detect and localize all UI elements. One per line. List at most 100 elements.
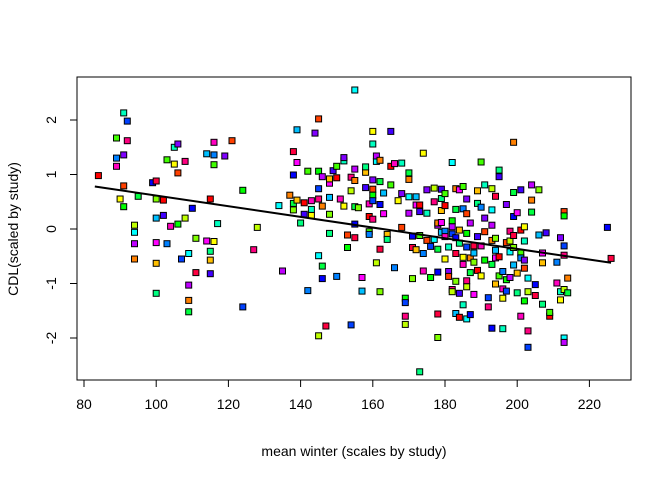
data-point <box>152 289 160 297</box>
data-point <box>369 127 377 135</box>
data-point <box>463 210 471 218</box>
data-point <box>221 152 229 160</box>
data-point <box>405 175 413 183</box>
data-point <box>474 233 481 241</box>
data-point <box>344 231 351 239</box>
data-point <box>510 138 518 146</box>
data-point <box>441 202 449 210</box>
data-point <box>203 237 211 245</box>
data-point <box>174 140 182 148</box>
data-point <box>517 186 525 194</box>
data-point <box>131 228 138 236</box>
data-point <box>506 248 514 256</box>
data-point <box>344 244 351 251</box>
data-point <box>159 196 167 204</box>
data-point <box>510 232 518 239</box>
data-point <box>322 322 330 330</box>
data-point <box>557 296 564 304</box>
data-point <box>329 167 337 175</box>
data-point <box>250 246 258 254</box>
data-point <box>455 313 463 321</box>
data-point <box>488 221 496 229</box>
data-point <box>401 299 409 307</box>
data-point <box>488 260 496 268</box>
y-axis-label: CDL(scaled by study) <box>5 162 21 296</box>
data-point <box>307 205 315 213</box>
data-point <box>174 220 182 228</box>
data-point <box>459 205 467 213</box>
data-point <box>315 332 323 340</box>
data-point <box>206 247 214 255</box>
data-point <box>372 152 380 160</box>
data-point <box>206 195 214 203</box>
data-point <box>455 289 463 297</box>
data-point <box>531 281 539 289</box>
data-point <box>423 236 431 244</box>
data-point <box>279 267 286 275</box>
data-point <box>506 274 514 281</box>
data-point <box>430 184 438 192</box>
data-point <box>398 159 406 167</box>
data-point <box>376 288 384 296</box>
data-point <box>94 172 102 180</box>
data-point <box>293 126 301 134</box>
x-axis: 80 100 120 140 160 180 200 220 <box>76 379 601 412</box>
data-point <box>391 160 398 168</box>
data-point <box>253 223 261 231</box>
data-point <box>380 189 388 197</box>
data-point <box>528 196 536 204</box>
data-point <box>398 223 406 231</box>
data-point <box>441 190 449 198</box>
data-point <box>520 297 528 305</box>
data-point <box>185 296 193 304</box>
data-point <box>499 268 507 275</box>
data-point <box>354 204 362 212</box>
data-point <box>452 205 460 213</box>
data-point <box>398 190 406 198</box>
data-point <box>152 195 160 203</box>
data-point <box>510 213 518 220</box>
data-point <box>470 290 478 298</box>
data-point <box>484 294 492 302</box>
plot-box <box>76 76 632 381</box>
data-point <box>423 186 431 194</box>
data-point <box>528 208 536 216</box>
data-point <box>401 312 409 320</box>
data-point <box>120 182 128 190</box>
data-point <box>326 193 333 201</box>
data-point <box>405 169 413 177</box>
data-point <box>297 219 305 227</box>
data-point <box>203 150 211 158</box>
data-point <box>206 270 214 278</box>
data-point <box>603 223 611 231</box>
data-point <box>441 233 449 241</box>
data-point <box>387 181 395 189</box>
data-point <box>416 208 424 216</box>
data-point <box>123 137 131 145</box>
data-point <box>192 269 200 277</box>
data-point <box>152 259 160 267</box>
data-point <box>170 160 178 168</box>
data-point <box>365 230 373 238</box>
data-point <box>318 275 326 283</box>
data-point <box>445 272 453 280</box>
data-point <box>517 312 525 320</box>
data-point <box>423 209 431 217</box>
data-point <box>369 197 377 205</box>
x-tick-label: 200 <box>506 396 530 412</box>
data-point <box>506 237 514 245</box>
data-point <box>192 234 200 242</box>
data-point <box>437 195 445 202</box>
y-tick-label: -1 <box>43 277 59 290</box>
data-point <box>452 277 460 285</box>
data-point <box>463 195 471 203</box>
data-point <box>560 212 568 220</box>
data-point <box>391 264 398 272</box>
data-point <box>416 201 424 209</box>
data-point <box>116 195 124 203</box>
data-point <box>152 239 160 247</box>
data-point <box>477 158 485 166</box>
data-point <box>481 256 489 264</box>
data-point <box>275 202 283 210</box>
data-point <box>524 274 532 282</box>
